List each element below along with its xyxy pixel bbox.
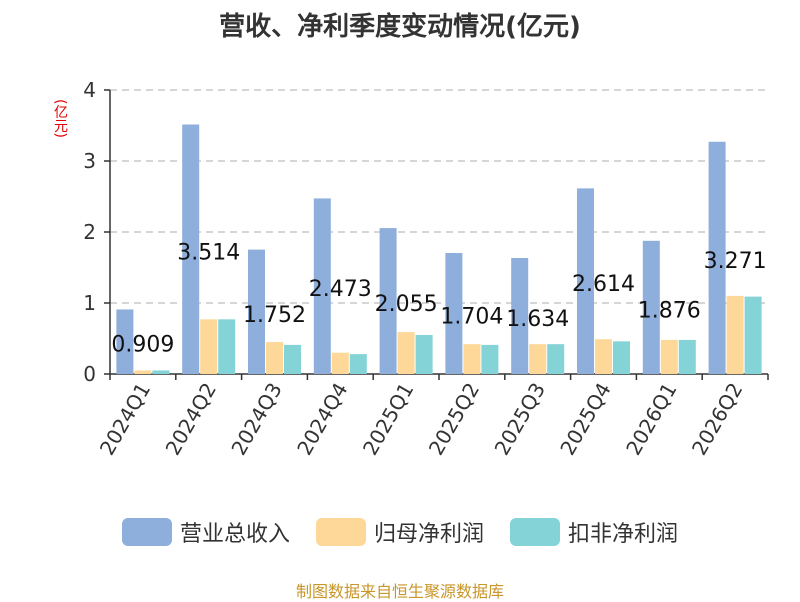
- data-label: 1.704: [440, 305, 503, 330]
- bar-1: [248, 249, 265, 374]
- bar-3: [481, 344, 499, 374]
- x-tick-label: 2026Q2: [687, 379, 747, 460]
- bar-2: [134, 370, 152, 374]
- x-tick-label: 2025Q3: [490, 379, 550, 460]
- x-tick-label: 2024Q1: [95, 379, 155, 460]
- data-label: 2.473: [309, 277, 372, 302]
- bar-3: [547, 344, 565, 374]
- y-axis-unit-label: (亿元): [52, 98, 68, 138]
- legend-swatch: [121, 518, 172, 546]
- bar-1: [379, 228, 397, 374]
- x-tick-label: 2024Q2: [161, 379, 221, 460]
- bar-2: [266, 342, 283, 374]
- x-tick-label: 2024Q3: [226, 379, 286, 460]
- bar-3: [349, 354, 367, 374]
- y-tick-label: 4: [83, 78, 96, 102]
- bar-2: [595, 339, 612, 374]
- data-label: 3.514: [177, 240, 240, 265]
- x-tick-label: 2025Q4: [555, 379, 615, 460]
- bar-3: [613, 341, 630, 374]
- bar-2: [660, 339, 678, 374]
- bar-2: [529, 344, 547, 374]
- bar-2: [397, 332, 415, 374]
- bar-2: [200, 319, 218, 374]
- x-tick-label: 2025Q2: [424, 379, 484, 460]
- y-tick-label: 0: [83, 362, 96, 386]
- legend-item[interactable]: 扣非净利润: [510, 516, 678, 548]
- legend-item[interactable]: 归母净利润: [315, 516, 484, 548]
- bar-3: [284, 344, 301, 374]
- bar-3: [218, 319, 236, 374]
- bar-1: [511, 257, 529, 374]
- bar-1: [313, 198, 331, 374]
- bar-3: [744, 296, 762, 374]
- y-tick-label: 3: [83, 149, 96, 173]
- bar-1: [116, 309, 134, 374]
- bar-2: [726, 295, 744, 374]
- bar-3: [678, 339, 696, 374]
- bar-1: [708, 141, 726, 374]
- legend-swatch: [315, 518, 366, 546]
- legend: 营业总收入 归母净利润 扣非净利润: [0, 516, 800, 548]
- legend-item[interactable]: 营业总收入: [121, 516, 290, 548]
- data-label: 0.909: [111, 333, 174, 358]
- bar-1: [642, 240, 660, 374]
- x-tick-label: 2025Q1: [358, 379, 418, 460]
- data-label: 2.055: [375, 292, 438, 317]
- y-tick-label: 2: [83, 220, 96, 244]
- legend-swatch: [510, 518, 560, 546]
- bar-1: [182, 124, 200, 374]
- bar-1: [445, 253, 463, 374]
- legend-label: 扣非净利润: [568, 522, 679, 547]
- data-label: 3.271: [704, 249, 767, 274]
- data-label: 1.634: [506, 307, 569, 332]
- bar-3: [152, 370, 170, 374]
- data-label: 1.752: [243, 303, 306, 328]
- x-tick-label: 2026Q1: [621, 379, 681, 460]
- x-tick-label: 2024Q4: [292, 379, 352, 460]
- data-label: 1.876: [638, 298, 701, 323]
- legend-label: 归母净利润: [373, 522, 484, 547]
- source-note: 制图数据来自恒生聚源数据库: [295, 582, 504, 601]
- chart-title: 营收、净利季度变动情况(亿元): [219, 12, 581, 42]
- bar-2: [331, 352, 349, 374]
- y-tick-label: 1: [83, 291, 96, 315]
- bar-1: [577, 188, 594, 374]
- legend-label: 营业总收入: [179, 522, 290, 547]
- bar-3: [415, 334, 433, 374]
- data-label: 2.614: [572, 272, 635, 297]
- bar-2: [463, 344, 481, 374]
